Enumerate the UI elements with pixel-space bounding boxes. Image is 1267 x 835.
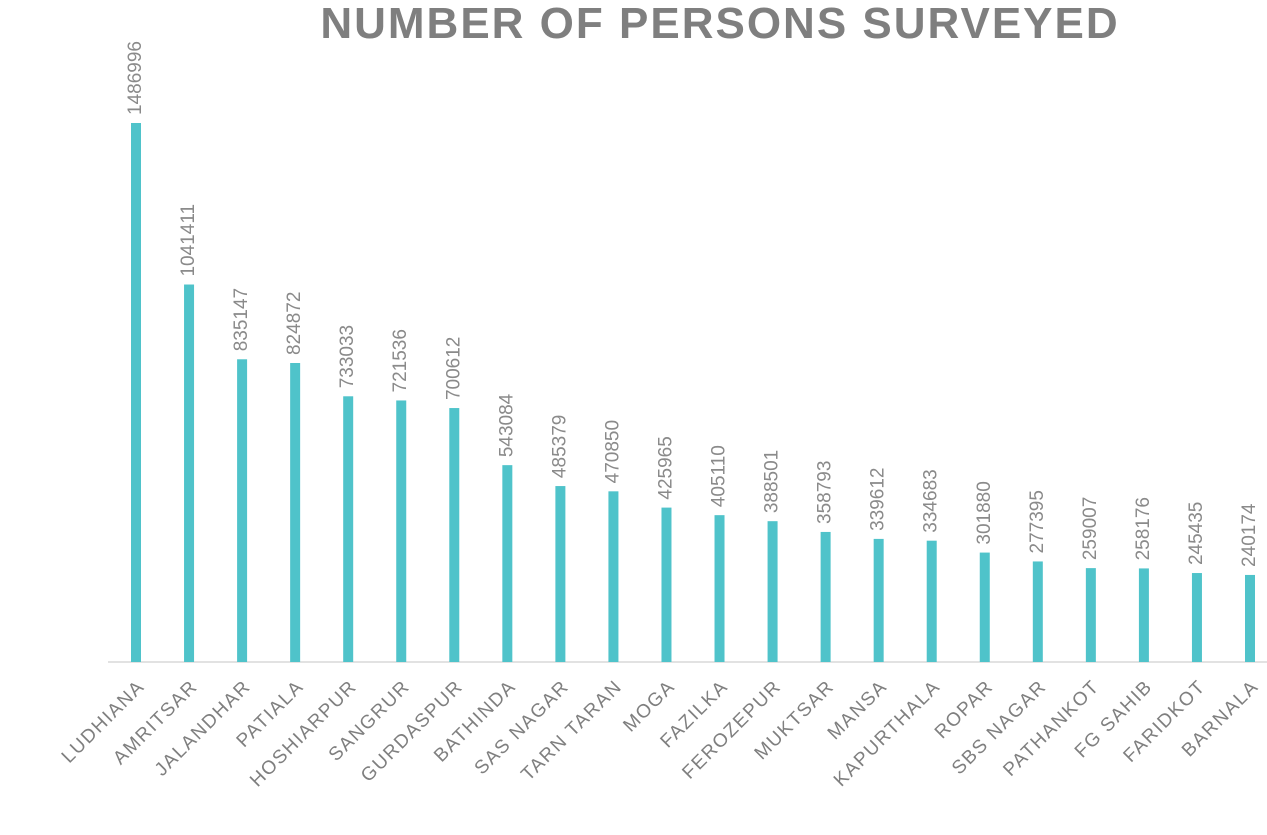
bar xyxy=(1032,561,1043,662)
bar xyxy=(184,284,195,662)
value-label: 824872 xyxy=(284,292,305,355)
value-label: 405110 xyxy=(709,445,730,507)
bar xyxy=(1138,568,1149,662)
bar xyxy=(502,465,513,662)
bar xyxy=(661,507,672,662)
bar xyxy=(449,408,460,662)
x-tick-label: SBS NAGAR xyxy=(948,676,1051,779)
value-label: 358793 xyxy=(815,461,836,524)
value-label: 240174 xyxy=(1239,503,1260,567)
bar xyxy=(1085,568,1096,662)
value-label: 388501 xyxy=(762,450,783,513)
bar xyxy=(767,521,778,662)
value-label: 733033 xyxy=(337,325,358,388)
bar xyxy=(873,538,884,662)
bar xyxy=(979,552,990,662)
bar xyxy=(396,400,407,662)
value-label: 245435 xyxy=(1186,502,1207,565)
value-label: 721536 xyxy=(390,329,411,392)
value-label: 334683 xyxy=(921,469,942,532)
bar xyxy=(555,486,566,662)
bar xyxy=(1191,573,1202,662)
bar xyxy=(714,515,725,662)
bar xyxy=(926,540,937,662)
value-label: 339612 xyxy=(868,467,889,530)
bar xyxy=(1245,574,1255,662)
value-label: 425965 xyxy=(655,436,676,499)
x-tick-label: SAS NAGAR xyxy=(471,676,574,779)
value-label: 543084 xyxy=(496,393,517,457)
x-tick-label: PATHANKOT xyxy=(999,676,1104,781)
value-label: 277395 xyxy=(1027,490,1048,553)
x-tick-label: TARN TARAN xyxy=(517,676,626,785)
value-label: 259007 xyxy=(1080,497,1101,560)
bar xyxy=(608,491,619,662)
value-label: 470850 xyxy=(602,420,623,483)
bar xyxy=(343,396,354,662)
bar xyxy=(290,363,301,662)
bar xyxy=(237,359,248,662)
chart-title: NUMBER OF PERSONS SURVEYED xyxy=(320,0,1119,48)
value-label: 1041411 xyxy=(178,204,199,277)
value-label: 258176 xyxy=(1133,497,1154,560)
bar xyxy=(131,123,141,662)
value-label: 700612 xyxy=(443,337,464,400)
bar xyxy=(820,531,831,662)
value-label: 835147 xyxy=(231,288,252,351)
value-label: 1486996 xyxy=(125,41,146,115)
value-label: 301880 xyxy=(974,481,995,544)
value-label: 485379 xyxy=(549,415,570,478)
x-tick-label: JALANDHAR xyxy=(151,676,255,780)
